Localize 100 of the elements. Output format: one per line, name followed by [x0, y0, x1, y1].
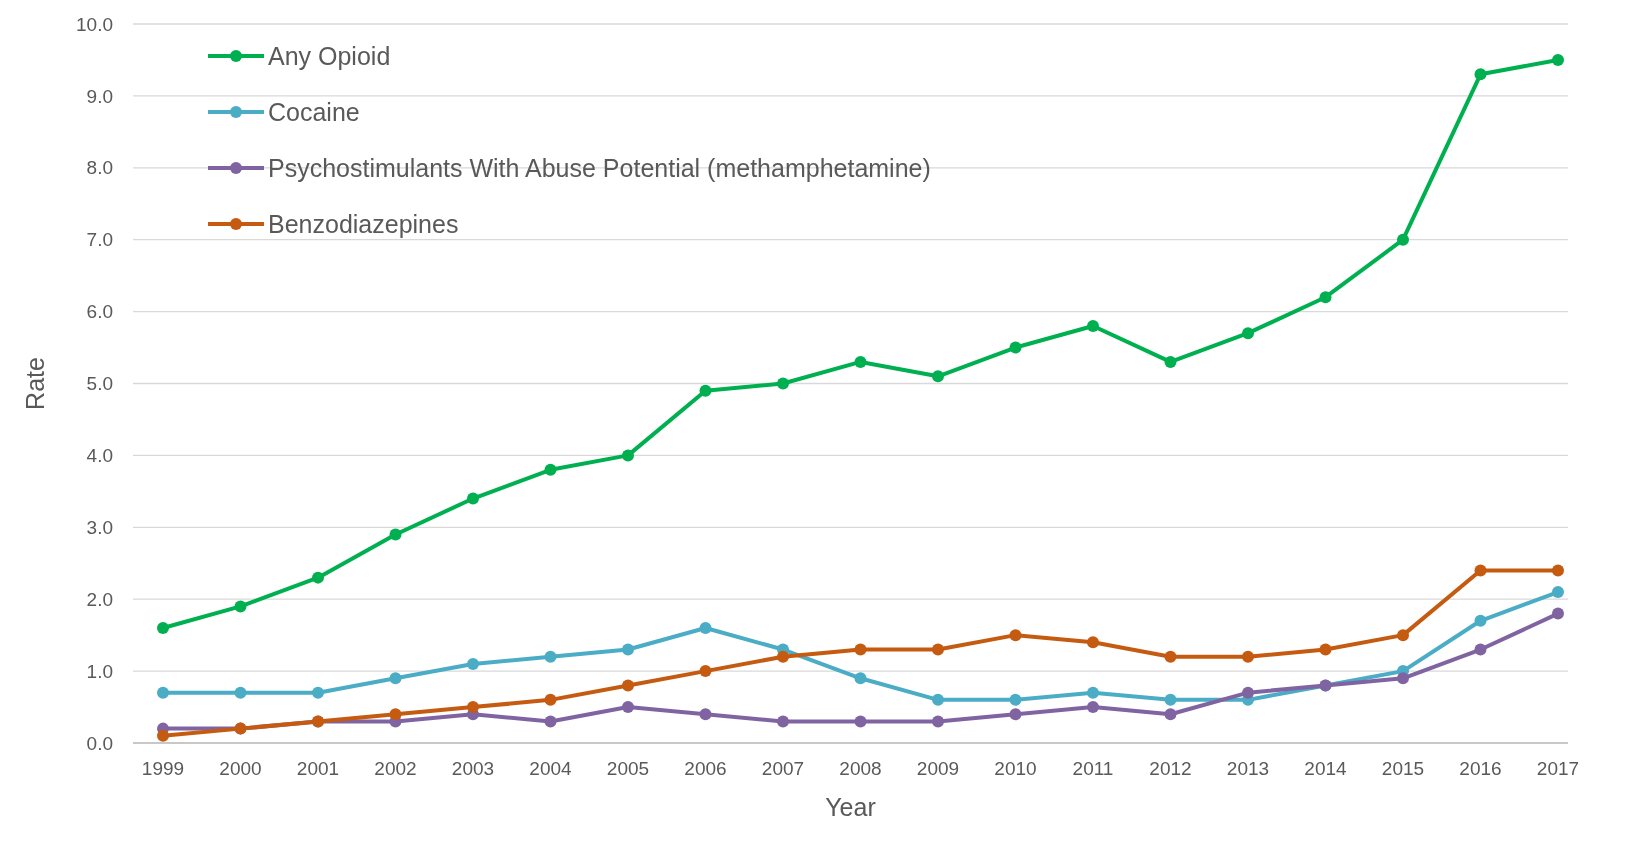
point [1087, 701, 1099, 714]
point [1474, 564, 1487, 577]
point [1552, 53, 1564, 66]
y-tick-label: 7.0 [86, 229, 113, 251]
point [157, 621, 169, 634]
point [699, 708, 712, 721]
point [777, 650, 789, 663]
y-tick-label: 8.0 [86, 157, 113, 179]
point [312, 686, 324, 699]
point [932, 643, 944, 656]
point [622, 679, 634, 692]
x-tick-label: 2015 [1381, 758, 1425, 779]
x-tick-label: 2010 [994, 758, 1037, 779]
point [157, 686, 169, 699]
point [622, 701, 634, 714]
point [1397, 233, 1409, 246]
point [1164, 693, 1177, 706]
point [1164, 650, 1177, 663]
y-tick-label: 10.0 [76, 13, 113, 35]
x-axis-title: Year [825, 793, 876, 821]
point [854, 355, 867, 368]
point [1009, 708, 1022, 721]
point [1552, 586, 1564, 599]
point [699, 665, 712, 678]
point [1474, 614, 1487, 627]
point [777, 377, 789, 390]
x-tick-label: 2003 [451, 758, 495, 779]
point [777, 715, 789, 728]
y-tick-label: 6.0 [86, 301, 113, 323]
x-tick-label: 1999 [141, 758, 185, 779]
point [1319, 643, 1332, 656]
legend-label: Psychostimulants With Abuse Potential (methamphetamine) [268, 153, 931, 182]
y-tick-label: 9.0 [86, 85, 113, 107]
point [1009, 693, 1022, 706]
y-tick-label: 2.0 [86, 588, 113, 610]
point [1164, 708, 1177, 721]
point [854, 715, 867, 728]
point [1009, 341, 1022, 354]
x-tick-label: 2007 [761, 758, 805, 779]
point [699, 384, 712, 397]
x-tick-label: 2009 [916, 758, 960, 779]
point [544, 463, 557, 476]
legend-label: Any Opioid [268, 41, 391, 70]
y-tick-label: 0.0 [86, 732, 113, 754]
point [932, 693, 944, 706]
y-tick-label: 4.0 [86, 445, 113, 467]
x-tick-label: 2008 [839, 758, 882, 779]
x-tick-label: 2017 [1536, 758, 1580, 779]
point [1009, 629, 1022, 642]
point [622, 449, 634, 462]
point [1242, 650, 1254, 663]
point [157, 729, 169, 742]
point [1087, 686, 1099, 699]
x-tick-label: 2005 [606, 758, 650, 779]
point [389, 708, 402, 721]
point [622, 643, 634, 656]
x-tick-label: 2013 [1226, 758, 1270, 779]
point [1474, 68, 1487, 81]
point [699, 621, 712, 634]
x-tick-label: 2016 [1459, 758, 1502, 779]
point [854, 672, 867, 685]
point [1397, 629, 1409, 642]
x-tick-label: 2011 [1072, 758, 1114, 779]
point [544, 715, 557, 728]
point [467, 492, 479, 505]
y-tick-label: 1.0 [86, 660, 113, 682]
point [1319, 291, 1332, 304]
x-tick-label: 2012 [1149, 758, 1192, 779]
point [1397, 672, 1409, 685]
point [1242, 686, 1254, 699]
point [1242, 327, 1254, 340]
point [389, 528, 402, 541]
point [389, 672, 402, 685]
point [1552, 564, 1564, 577]
point [234, 600, 247, 613]
x-tick-label: 2000 [219, 758, 262, 779]
point [854, 643, 867, 656]
x-tick-label: 2001 [296, 758, 340, 779]
point [932, 715, 944, 728]
point [932, 370, 944, 383]
y-tick-label: 5.0 [86, 373, 113, 395]
point [544, 693, 557, 706]
x-tick-label: 2006 [684, 758, 727, 779]
x-tick-label: 2004 [529, 758, 573, 779]
legend-label: Cocaine [268, 97, 360, 126]
point [312, 571, 324, 584]
point [234, 686, 247, 699]
point [1164, 355, 1177, 368]
x-tick-label: 2014 [1304, 758, 1348, 779]
y-tick-label: 3.0 [86, 516, 113, 538]
point [467, 657, 479, 670]
point [467, 701, 479, 714]
x-tick-label: 2002 [374, 758, 417, 779]
point [544, 650, 557, 663]
y-axis-title: Rate [21, 357, 49, 410]
legend-label: Benzodiazepines [268, 209, 459, 238]
point [1087, 636, 1099, 649]
point [1087, 319, 1099, 332]
point [1552, 607, 1564, 620]
point [1474, 643, 1487, 656]
